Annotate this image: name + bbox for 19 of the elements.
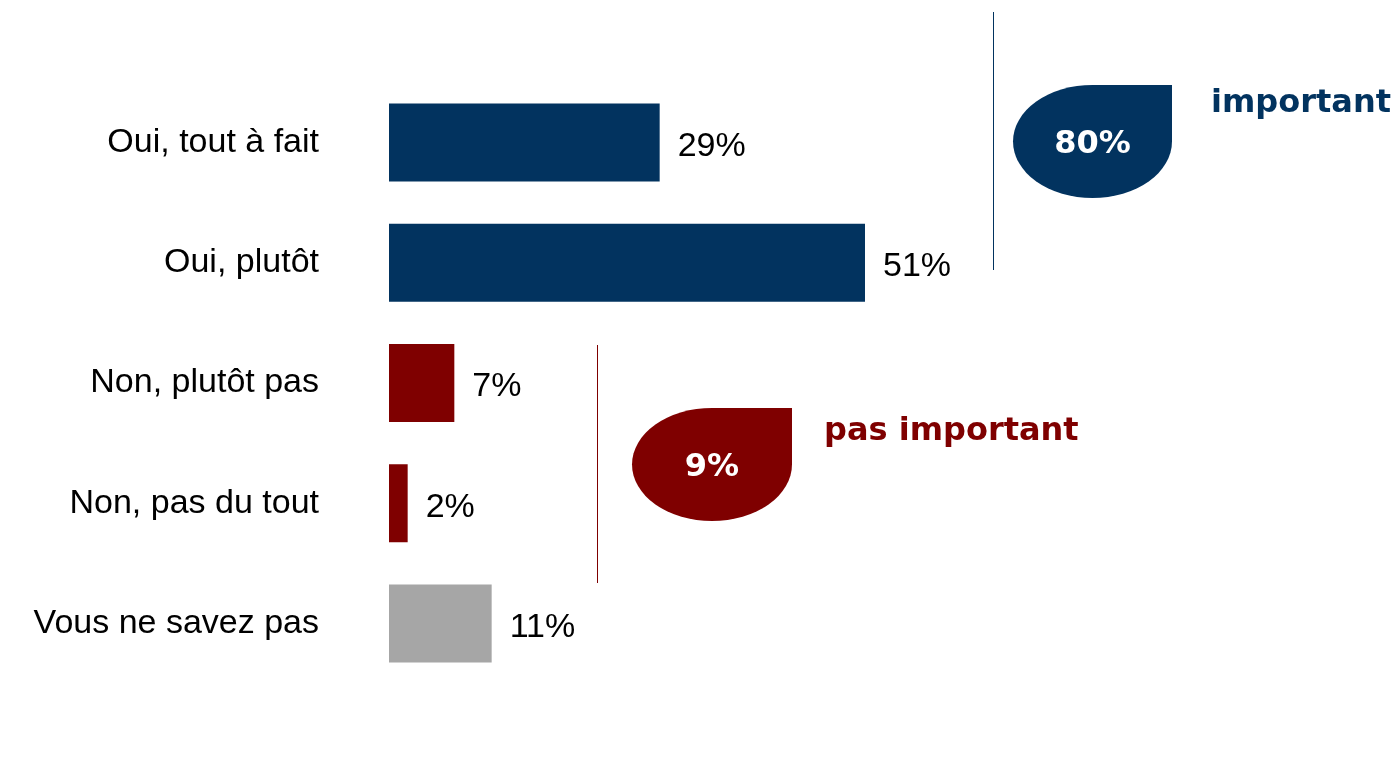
y-tick-label: Vous ne savez pas — [33, 601, 319, 640]
data-label: 29% — [677, 124, 746, 163]
bar — [389, 464, 408, 543]
y-tick-label: Non, plutôt pas — [90, 361, 319, 400]
text: 80% — [1054, 122, 1131, 161]
bar — [389, 584, 492, 663]
data-label: 2% — [425, 485, 475, 524]
y-tick-label: Oui, tout à fait — [107, 120, 320, 159]
bar — [389, 103, 660, 182]
data-label: 11% — [509, 605, 576, 644]
text: important — [1211, 82, 1391, 120]
bar — [389, 223, 865, 302]
y-tick-label: Non, pas du tout — [69, 481, 320, 520]
data-label: 51% — [883, 245, 952, 284]
y-tick-label: Oui, plutôt — [164, 241, 320, 280]
annotation: 9% — [684, 445, 740, 484]
annotation: pas important — [824, 410, 1079, 448]
bar — [389, 343, 455, 423]
data-label: 7% — [472, 365, 522, 404]
